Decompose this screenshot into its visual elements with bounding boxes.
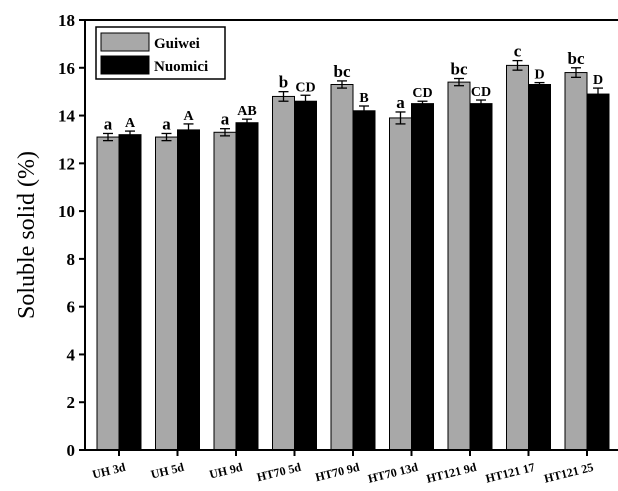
y-tick-label: 16 xyxy=(58,59,75,78)
bars-layer xyxy=(96,59,610,451)
bar-guiwei xyxy=(447,81,471,451)
bar-guiwei xyxy=(506,64,529,451)
significance-letter: a xyxy=(221,110,230,129)
y-tick-label: 0 xyxy=(67,441,76,460)
error-bar xyxy=(395,111,406,125)
significance-letter: a xyxy=(396,93,405,112)
bar-guiwei xyxy=(564,72,588,451)
bar-nuomici xyxy=(469,103,493,451)
significance-letter: D xyxy=(534,68,544,83)
error-bar xyxy=(417,100,428,107)
error-bar xyxy=(220,128,230,137)
significance-letter: D xyxy=(593,73,603,88)
x-tick-label: HT121 17 xyxy=(484,460,536,486)
y-tick-label: 4 xyxy=(67,345,76,364)
x-tick-label: UH 5d xyxy=(149,460,185,482)
y-tick-label: 18 xyxy=(58,11,75,30)
bar-nuomici xyxy=(235,122,259,451)
error-bar xyxy=(300,94,311,108)
ticks-layer: 0 2 4 6 8 10 12 14 16 18 xyxy=(58,11,588,460)
legend-label-guiwei: Guiwei xyxy=(154,36,200,52)
bar-nuomici xyxy=(352,110,376,451)
y-tick-label: 2 xyxy=(67,393,76,412)
y-tick-label: 10 xyxy=(58,202,75,221)
bar-guiwei xyxy=(389,117,412,451)
x-tick-label: HT121 25 xyxy=(543,460,595,486)
significance-letter: b xyxy=(279,73,288,92)
error-bar xyxy=(512,59,523,71)
error-bar xyxy=(161,132,172,142)
x-tick-label: HT121 9d xyxy=(425,460,478,486)
error-bar xyxy=(454,77,464,87)
bar-guiwei xyxy=(330,84,354,451)
error-bar xyxy=(125,130,135,139)
bar-guiwei xyxy=(272,95,295,451)
bar-nuomici xyxy=(177,129,200,451)
significance-letter: A xyxy=(125,116,136,131)
x-tick-label: HT70 9d xyxy=(314,460,361,485)
error-bar xyxy=(593,87,603,101)
significance-letter: AB xyxy=(237,104,256,119)
error-bar xyxy=(571,67,581,78)
significance-letter: bc xyxy=(568,49,585,68)
error-bar xyxy=(183,123,194,137)
y-axis-label: Soluble solid (%) xyxy=(14,151,40,319)
significance-letter: a xyxy=(104,114,113,133)
error-bar xyxy=(476,99,486,108)
y-tick-label: 14 xyxy=(58,107,76,126)
bar-nuomici xyxy=(118,134,142,451)
error-bar xyxy=(103,132,113,142)
significance-letter: CD xyxy=(412,86,432,101)
significance-letter: B xyxy=(359,91,368,106)
bar-nuomici xyxy=(528,84,551,451)
x-tick-label: UH 9d xyxy=(208,460,244,482)
significance-letter: CD xyxy=(295,80,315,95)
significance-letter: bc xyxy=(334,62,351,81)
significance-letter: c xyxy=(514,42,522,61)
legend-swatch-nuomici xyxy=(100,55,150,75)
y-tick-label: 6 xyxy=(67,298,76,317)
bar-nuomici xyxy=(586,93,610,451)
x-tick-label: HT70 5d xyxy=(255,460,302,485)
bar-nuomici xyxy=(411,103,434,451)
bar-guiwei xyxy=(96,136,120,451)
significance-letter: A xyxy=(183,109,194,124)
significance-letter: bc xyxy=(451,60,468,79)
error-bar xyxy=(359,105,369,117)
error-bar xyxy=(278,91,289,102)
bar-guiwei xyxy=(213,131,237,451)
y-tick-label: 12 xyxy=(58,154,75,173)
bar-nuomici xyxy=(294,100,317,451)
error-bar xyxy=(534,81,545,88)
legend-label-nuomici: Nuomici xyxy=(154,59,208,75)
x-tick-label: HT70 13d xyxy=(366,460,419,486)
legend: Guiwei Nuomici xyxy=(95,26,226,80)
error-bar xyxy=(242,118,252,127)
significance-letter: a xyxy=(162,114,171,133)
significance-letter: CD xyxy=(471,85,491,100)
bar-guiwei xyxy=(155,136,178,451)
y-tick-label: 8 xyxy=(67,250,76,269)
x-tick-label: UH 3d xyxy=(91,460,127,482)
error-bar xyxy=(337,80,347,89)
legend-swatch-guiwei xyxy=(100,32,150,52)
